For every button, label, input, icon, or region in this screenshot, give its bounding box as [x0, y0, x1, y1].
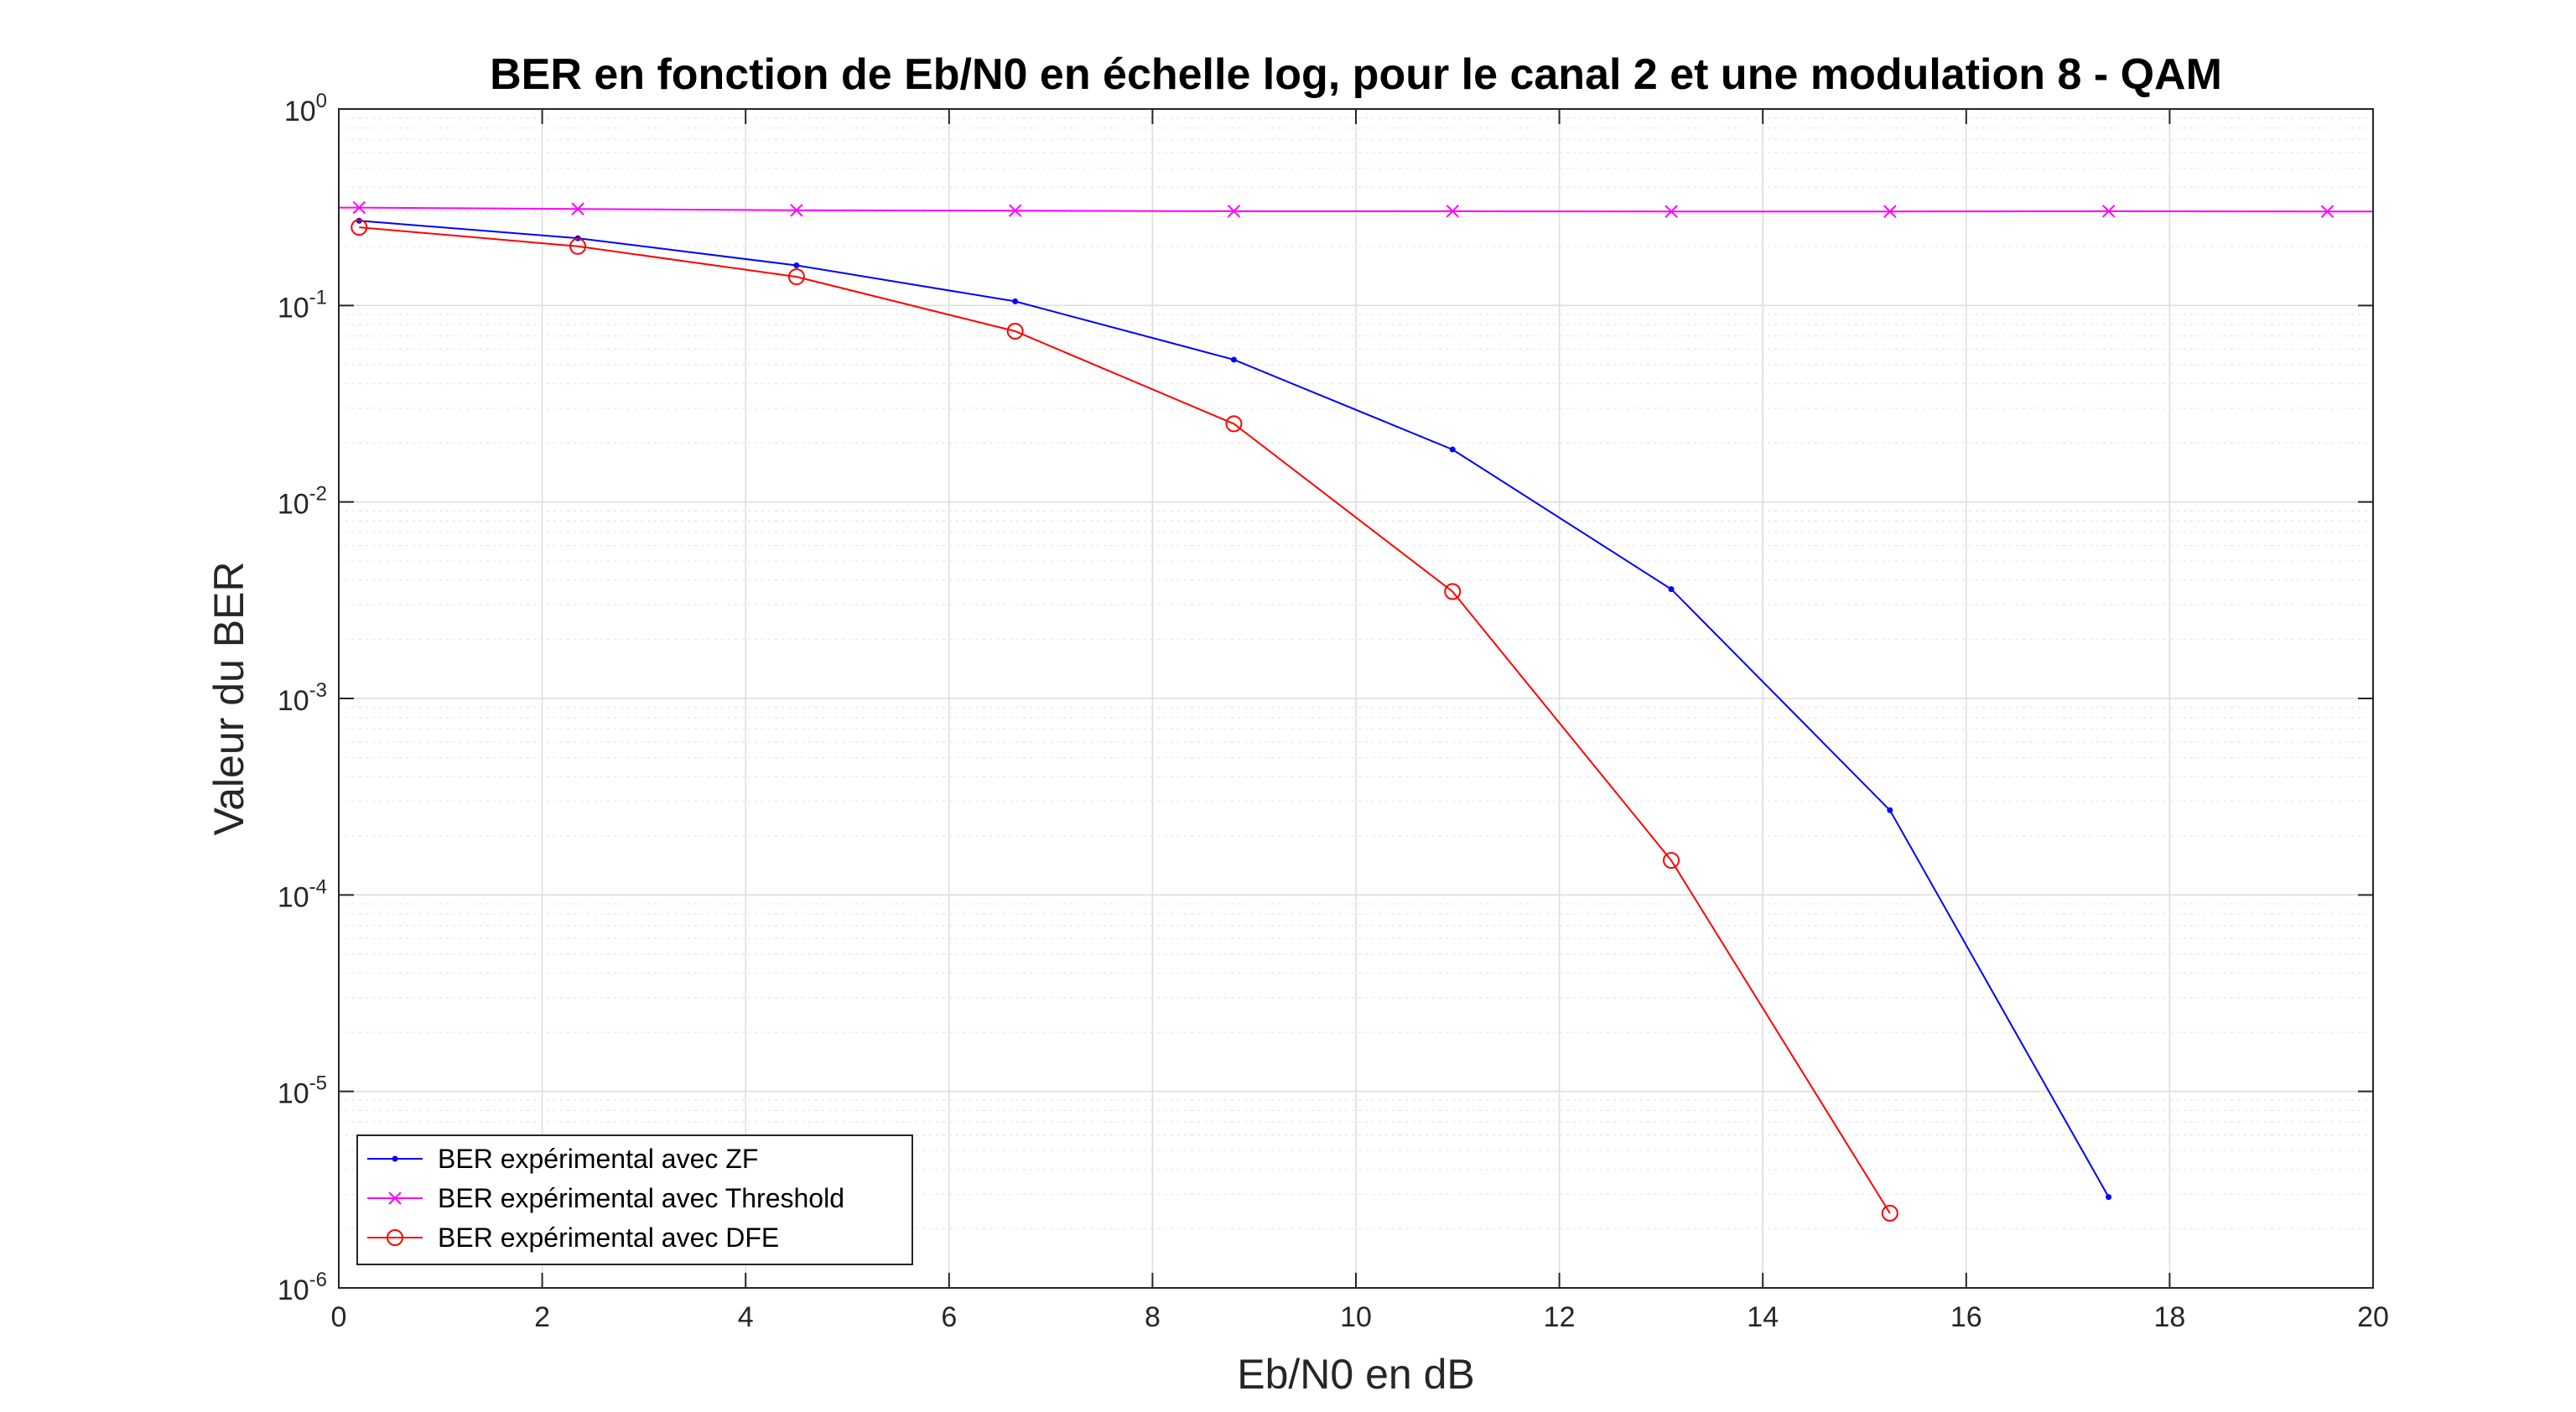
dot-marker — [793, 262, 800, 269]
x-marker — [2101, 205, 2116, 218]
y-tick-label: 100 — [284, 90, 327, 127]
chart-title: BER en fonction de Eb/N0 en échelle log,… — [490, 50, 2222, 99]
x-tick-label: 18 — [2153, 1301, 2185, 1333]
y-tick-label: 10-5 — [278, 1072, 327, 1110]
circle-marker — [1444, 583, 1462, 600]
series-line — [339, 206, 2373, 213]
x-marker — [1446, 205, 1459, 218]
legend-entry-label: BER expérimental avec DFE — [438, 1223, 779, 1253]
x-tick-label: 2 — [534, 1301, 550, 1333]
series-line — [359, 226, 1891, 1214]
series-2 — [339, 200, 2373, 218]
circle-marker — [787, 268, 805, 286]
x-tick-label: 14 — [1747, 1301, 1779, 1333]
x-marker — [2320, 205, 2334, 218]
dot-marker — [2106, 1194, 2112, 1201]
y-axis-label: Valeur du BER — [205, 561, 252, 835]
x-marker — [1665, 205, 1678, 218]
series-group — [339, 200, 2373, 1222]
x-marker — [790, 204, 803, 217]
dot-marker — [1230, 356, 1237, 363]
legend-box — [356, 1134, 913, 1265]
x-tick-label: 0 — [331, 1301, 347, 1333]
x-marker — [388, 1191, 402, 1205]
series-1 — [356, 217, 2112, 1201]
series-3 — [351, 219, 1898, 1222]
x-axis-label: Eb/N0 en dB — [1237, 1351, 1475, 1398]
x-tick-label: 10 — [1340, 1301, 1372, 1333]
dot-marker — [1668, 586, 1675, 593]
dot-marker — [1449, 446, 1456, 453]
circle-marker — [1225, 415, 1243, 433]
y-tick-label: 10-3 — [278, 679, 327, 717]
x-marker — [1227, 205, 1241, 218]
x-tick-label: 20 — [2357, 1301, 2389, 1333]
y-tick-label: 10-4 — [278, 875, 327, 913]
x-tick-label: 8 — [1145, 1301, 1161, 1333]
x-tick-label: 12 — [1544, 1301, 1576, 1333]
circle-marker — [1006, 322, 1024, 340]
circle-marker — [1881, 1204, 1898, 1222]
x-marker — [1883, 205, 1897, 218]
circle-marker — [387, 1229, 403, 1246]
y-tick-label: 10-6 — [278, 1269, 327, 1306]
circle-marker — [569, 237, 587, 255]
x-tick-label: 6 — [941, 1301, 957, 1333]
legend: BER expérimental avec ZF BER expérimental… — [356, 1134, 913, 1265]
dot-marker — [1012, 298, 1019, 304]
x-marker — [571, 202, 584, 215]
x-tick-label: 4 — [738, 1301, 754, 1333]
x-tick-label: 16 — [1950, 1301, 1982, 1333]
legend-entry-label: BER expérimental avec Threshold — [438, 1183, 844, 1213]
circle-marker — [351, 219, 368, 236]
y-tick-label: 10-2 — [278, 483, 327, 521]
dot-marker — [392, 1155, 398, 1162]
x-marker — [352, 200, 366, 215]
axis-ticks: 0 2 4 6 8 10 12 14 16 18 20 100 10-1 10-2 10-3 10-4 10-5… — [278, 90, 2389, 1333]
legend-entry-label: BER expérimental avec ZF — [438, 1144, 758, 1174]
x-marker — [1008, 204, 1022, 217]
y-tick-label: 10-1 — [278, 286, 327, 324]
circle-marker — [1663, 852, 1680, 870]
dot-marker — [1887, 807, 1893, 813]
